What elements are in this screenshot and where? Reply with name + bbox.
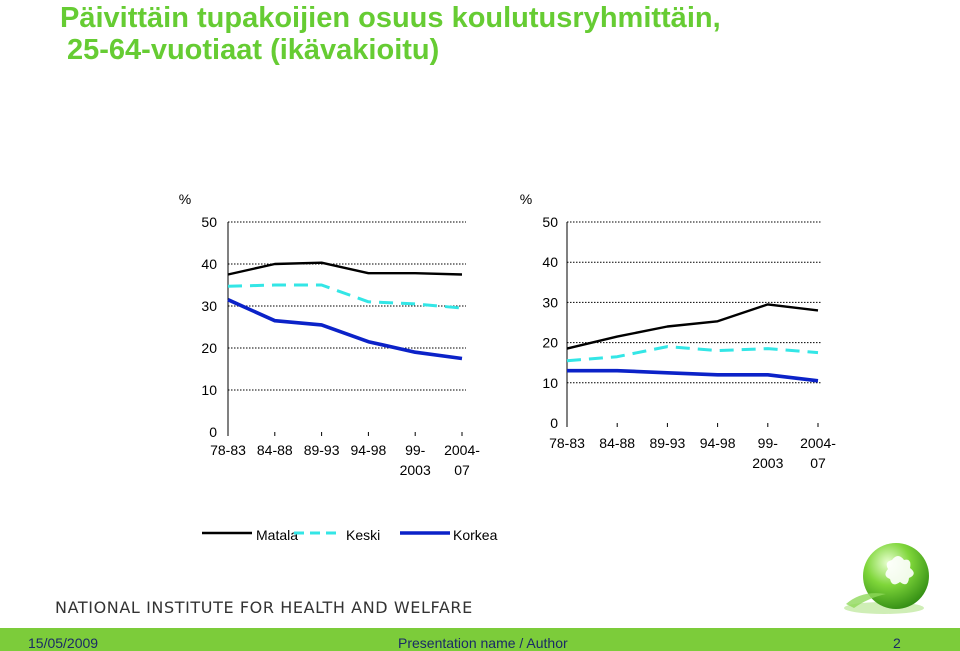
chart-left-ytick-label: 0: [209, 424, 217, 440]
chart-right-ytick-label: 20: [542, 335, 558, 351]
chart-left-series-matala: [227, 261, 463, 276]
chart-right-category-label: 2003: [752, 455, 783, 471]
chart-right-category-label: 07: [810, 455, 826, 471]
footer-bar: 15/05/2009 Presentation name / Author 2: [0, 628, 960, 651]
chart-left-category-label: 89-93: [304, 442, 340, 458]
chart-right-category-label: 89-93: [649, 435, 685, 451]
chart-right-ytick-label: 30: [542, 294, 558, 310]
chart-left-ytick-label: 20: [201, 340, 217, 356]
legend-label-matala: Matala: [256, 527, 298, 543]
chart-left-ylabel: %: [179, 191, 191, 207]
chart-left-ytick-label: 50: [201, 214, 217, 230]
chart-left-category-label: 2003: [400, 462, 431, 478]
title-line-2: 25-64-vuotiaat (ikävakioitu): [67, 34, 440, 66]
chart-left-ytick-label: 10: [201, 382, 217, 398]
chart-left-category-label: 84-88: [257, 442, 293, 458]
chart-right-ytick-label: 10: [542, 375, 558, 391]
chart-right-series-matala: [566, 303, 819, 350]
legend-label-keski: Keski: [346, 527, 380, 543]
title-line-1: Päivittäin tupakoijien osuus koulutusryh…: [60, 2, 721, 34]
chart-right-category-label: 78-83: [549, 435, 585, 451]
chart-left-category-label: 94-98: [350, 442, 386, 458]
chart-right-series-keski: [566, 345, 819, 363]
globe-logo-icon: [844, 543, 929, 614]
chart-left-ytick-label: 30: [201, 298, 217, 314]
page-title: Päivittäin tupakoijien osuus koulutusryh…: [60, 2, 721, 66]
legend-label-korkea: Korkea: [453, 527, 498, 543]
footer-page-number: 2: [893, 635, 901, 651]
chart-right-ylabel: %: [520, 191, 532, 207]
institute-name: NATIONAL INSTITUTE FOR HEALTH AND WELFAR…: [55, 598, 473, 617]
chart-right-category-label: 99-: [758, 435, 779, 451]
footer-date: 15/05/2009: [28, 635, 99, 651]
chart-left-category-label: 78-83: [210, 442, 246, 458]
chart-right-ytick-label: 50: [542, 214, 558, 230]
smoking-charts: % 0 10 20 30 40 50 78-83 84-88 89-93 94-98 99- 2003 2…: [179, 191, 836, 543]
chart-right-series-korkea: [567, 368, 819, 383]
chart-left-category-label: 99-: [405, 442, 426, 458]
chart-right-ytick-label: 40: [542, 254, 558, 270]
chart-right-category-label: 2004-: [800, 435, 836, 451]
chart-right-category-label: 84-88: [599, 435, 635, 451]
chart-left-category-label: 2004-: [444, 442, 480, 458]
chart-right-ytick-label: 0: [550, 415, 558, 431]
footer-presentation: Presentation name / Author: [398, 635, 568, 651]
chart-right-category-label: 94-98: [700, 435, 736, 451]
chart-left-series-korkea: [227, 298, 463, 361]
chart-left-ytick-label: 40: [201, 256, 217, 272]
chart-left-series-keski: [227, 283, 463, 310]
chart-left-category-label: 07: [454, 462, 470, 478]
